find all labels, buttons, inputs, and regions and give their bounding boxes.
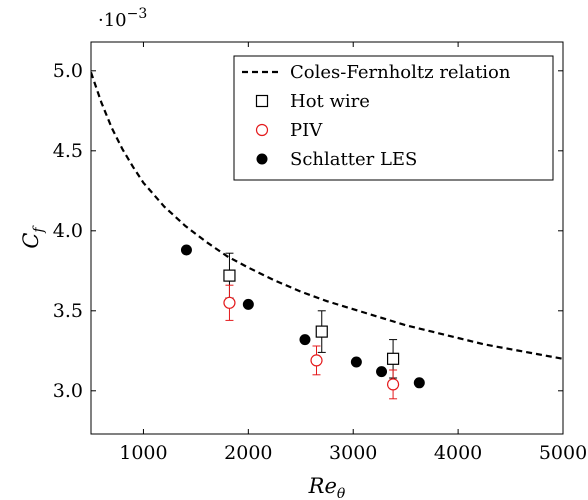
data-point bbox=[413, 377, 425, 389]
legend-label: PIV bbox=[290, 120, 323, 141]
x-tick-label: 2000 bbox=[224, 442, 272, 464]
data-point bbox=[223, 269, 236, 282]
y-tick-label: 4.0 bbox=[53, 220, 83, 242]
data-point bbox=[310, 354, 323, 367]
legend-swatch bbox=[255, 94, 269, 108]
y-tick-label: 3.0 bbox=[53, 380, 83, 402]
series-schlatter-les bbox=[180, 244, 425, 389]
legend: Coles-Fernholtz relation Hot wire PIV Schla… bbox=[233, 55, 554, 181]
data-point bbox=[299, 334, 311, 346]
y-scale-note: ·10−3 bbox=[98, 6, 147, 31]
y-tick-label: 4.5 bbox=[53, 140, 83, 162]
data-point bbox=[386, 352, 400, 365]
axes: 1000 2000 3000 4000 5000 3.0 3.5 4.0 4.5 5.0 ·10−3… bbox=[19, 6, 587, 500]
x-tick-label: 1000 bbox=[119, 442, 167, 464]
legend-swatch bbox=[256, 153, 268, 165]
series-piv bbox=[223, 284, 400, 400]
plot-frame bbox=[90, 41, 564, 435]
y-axis-title: Cf bbox=[19, 225, 47, 249]
plot-clip-group bbox=[91, 72, 563, 400]
plot-area bbox=[91, 72, 563, 400]
data-point bbox=[376, 366, 388, 378]
legend-label: Schlatter LES bbox=[290, 149, 417, 170]
x-tick-label: 4000 bbox=[434, 442, 482, 464]
data-point bbox=[386, 378, 400, 391]
legend-swatch bbox=[255, 123, 269, 137]
y-tick-label: 3.5 bbox=[53, 300, 83, 322]
legend-label: Coles-Fernholtz relation bbox=[290, 62, 511, 83]
data-point bbox=[315, 325, 328, 338]
y-tick-label: 5.0 bbox=[53, 60, 83, 82]
data-point bbox=[242, 298, 254, 310]
x-axis-title: Reθ bbox=[308, 474, 346, 500]
legend-box bbox=[233, 55, 554, 181]
data-point bbox=[180, 244, 192, 256]
x-tick-label: 5000 bbox=[539, 442, 587, 464]
x-tick-label: 3000 bbox=[329, 442, 377, 464]
legend-label: Hot wire bbox=[290, 91, 370, 112]
data-point bbox=[223, 296, 236, 309]
data-point bbox=[350, 356, 362, 368]
